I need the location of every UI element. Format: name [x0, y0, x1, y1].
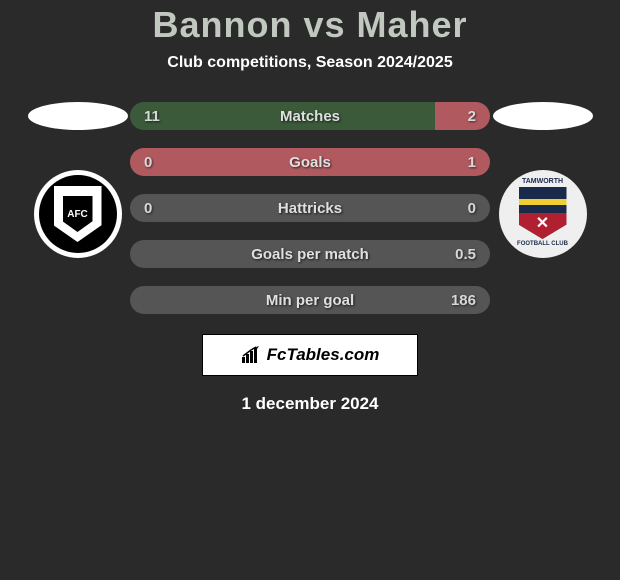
stat-bar: 0 Goals 1 [130, 148, 490, 176]
right-badge-bottom-text: FOOTBALL CLUB [517, 241, 568, 247]
stat-right-value: 0 [468, 200, 476, 217]
stats-column: 11 Matches 2 0 Goals 1 0 Hattricks 0 Goals per ma… [130, 102, 490, 314]
left-badge-inner: AFC [39, 175, 117, 253]
stat-label: Min per goal [266, 292, 354, 309]
stat-label: Goals per match [251, 246, 369, 263]
brand-box[interactable]: FcTables.com [202, 334, 418, 376]
right-badge-shield: ✕ [519, 187, 567, 239]
right-badge-cross-icon: ✕ [536, 213, 549, 233]
stat-left-value: 11 [144, 108, 160, 125]
right-team-badge: TAMWORTH ✕ FOOTBALL CLUB [499, 170, 587, 258]
stat-left-value: 0 [144, 200, 152, 217]
left-badge-text: AFC [63, 196, 93, 232]
stat-right-value: 186 [451, 292, 476, 309]
left-badge-shield: AFC [54, 186, 102, 242]
right-side: TAMWORTH ✕ FOOTBALL CLUB [490, 102, 595, 258]
right-badge-top-text: TAMWORTH [522, 178, 563, 185]
left-side: AFC [25, 102, 130, 258]
bar-chart-icon [241, 346, 263, 364]
stat-right-value: 0.5 [455, 246, 476, 263]
stat-label: Goals [289, 154, 331, 171]
stat-bar: 11 Matches 2 [130, 102, 490, 130]
stat-right-value: 1 [468, 154, 476, 171]
stat-right-fill [435, 102, 490, 130]
stat-label: Matches [280, 108, 340, 125]
stat-bar: Min per goal 186 [130, 286, 490, 314]
stat-right-value: 2 [468, 108, 476, 125]
subtitle: Club competitions, Season 2024/2025 [167, 54, 452, 72]
comparison-card: Bannon vs Maher Club competitions, Seaso… [0, 0, 620, 580]
left-player-placeholder [28, 102, 128, 130]
page-title: Bannon vs Maher [152, 4, 467, 46]
stat-label: Hattricks [278, 200, 342, 217]
stat-left-value: 0 [144, 154, 152, 171]
left-team-badge: AFC [34, 170, 122, 258]
right-badge-inner: TAMWORTH ✕ FOOTBALL CLUB [503, 174, 583, 254]
stat-bar: Goals per match 0.5 [130, 240, 490, 268]
stat-bar: 0 Hattricks 0 [130, 194, 490, 222]
date-label: 1 december 2024 [241, 394, 378, 414]
right-player-placeholder [493, 102, 593, 130]
main-row: AFC 11 Matches 2 0 Goals 1 0 Hattricks 0 Goals pe… [0, 102, 620, 314]
brand-text: FcTables.com [267, 345, 380, 365]
